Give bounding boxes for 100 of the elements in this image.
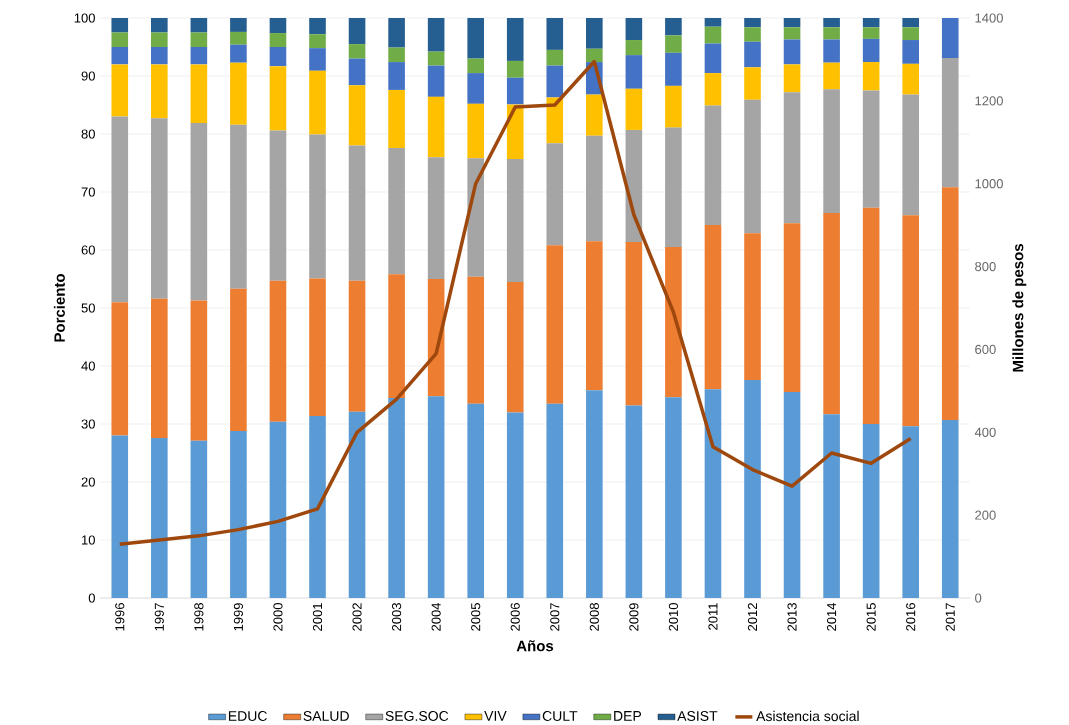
bar: [902, 40, 919, 64]
bar: [783, 223, 801, 393]
bar: [902, 17, 919, 28]
bar: [625, 405, 643, 598]
bar: [111, 32, 129, 47]
bar: [862, 90, 880, 208]
legend-label: CULT: [542, 711, 578, 721]
bar: [269, 17, 287, 34]
y-tick-label: 70: [81, 187, 95, 197]
bar: [941, 187, 959, 420]
bar: [823, 27, 840, 40]
bar: [586, 17, 603, 49]
bar: [862, 27, 880, 39]
y2-tick-label: 1200: [975, 96, 1003, 106]
bar: [783, 92, 801, 224]
bar: [190, 300, 208, 441]
x-tick-label: 2017: [945, 603, 955, 631]
bar: [823, 17, 840, 28]
bar: [111, 302, 129, 436]
bar: [506, 17, 524, 61]
y-tick-label: 60: [81, 245, 95, 255]
bar: [862, 424, 880, 598]
bar: [546, 97, 564, 144]
bar: [546, 65, 564, 98]
bar: [902, 426, 919, 598]
bar: [704, 17, 722, 27]
bar: [230, 17, 247, 32]
bar: [388, 47, 405, 63]
bar: [467, 403, 484, 598]
bar: [941, 17, 959, 59]
bar: [862, 38, 880, 63]
x-tick-label: 2010: [668, 603, 679, 631]
y2-tick-label: 0: [975, 593, 982, 603]
bar: [467, 58, 484, 74]
x-tick-label: 1997: [154, 603, 164, 631]
x-tick-label: 2007: [550, 603, 560, 631]
x-tick-label: 2015: [866, 603, 876, 631]
bar: [862, 207, 880, 424]
bar: [783, 64, 801, 93]
bar: [823, 414, 840, 598]
legend-label: VIV: [484, 711, 507, 721]
bar: [586, 48, 603, 63]
bar: [744, 17, 761, 28]
bar: [190, 17, 208, 33]
bar: [309, 134, 326, 279]
y-tick-label: 10: [81, 535, 95, 545]
bar: [704, 26, 722, 44]
bar: [151, 437, 168, 598]
bar: [744, 27, 761, 42]
bar: [783, 17, 801, 28]
bar: [388, 62, 405, 90]
line-series: [118, 59, 913, 546]
bar: [546, 49, 564, 66]
bar: [506, 281, 524, 413]
y-tick-label: 90: [81, 71, 95, 81]
bar: [586, 135, 603, 242]
bar: [151, 298, 168, 438]
bar: [546, 17, 564, 50]
bar: [862, 62, 880, 91]
bar: [902, 27, 919, 41]
bar: [348, 44, 366, 59]
x-tick-label: 2005: [471, 603, 481, 631]
bar: [902, 215, 919, 427]
legend-label: EDUC: [228, 711, 267, 721]
x-tick-label: 2001: [312, 603, 323, 631]
x-tick-label: 2012: [747, 603, 758, 631]
bar: [704, 43, 722, 74]
bar: [941, 58, 959, 188]
y-tick-label: 30: [81, 419, 95, 429]
y2-tick-label: 600: [975, 344, 996, 355]
bar: [665, 397, 682, 598]
bar: [348, 280, 366, 412]
bar: [388, 147, 405, 275]
bar: [190, 64, 208, 123]
bar: [506, 158, 524, 282]
bar: [744, 233, 761, 380]
y-tick-label: 80: [81, 129, 95, 139]
bar: [348, 411, 366, 598]
bar: [506, 77, 524, 105]
bar: [625, 17, 643, 41]
bar: [427, 51, 445, 66]
x-tick-label: 1996: [115, 603, 125, 631]
bar: [190, 440, 208, 598]
bar: [230, 288, 247, 431]
bar: [744, 67, 761, 100]
x-tick-label: 2011: [708, 603, 718, 630]
bar: [467, 158, 484, 277]
bar: [625, 241, 643, 406]
bar: [823, 212, 840, 415]
bar: [665, 17, 682, 36]
bar: [665, 85, 682, 128]
bar: [309, 278, 326, 416]
bar: [427, 96, 445, 158]
bar: [309, 70, 326, 135]
x-tick-label: 1999: [233, 603, 244, 631]
bar: [625, 88, 643, 130]
bar: [546, 143, 564, 246]
bar: [704, 389, 722, 598]
bar: [309, 48, 326, 71]
bar: [783, 39, 801, 65]
